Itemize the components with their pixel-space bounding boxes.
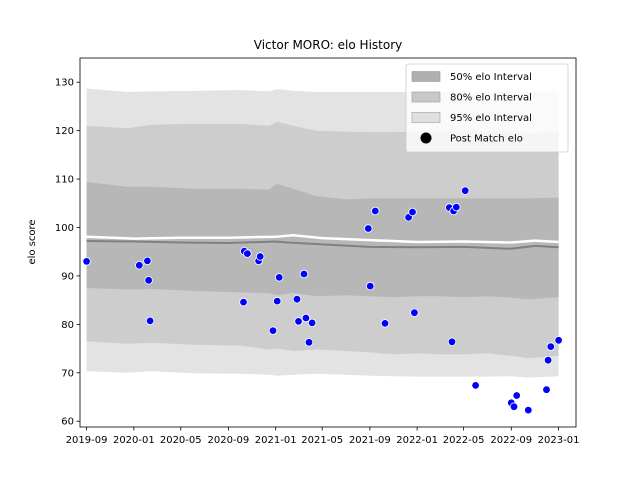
y-tick-label: 100 xyxy=(55,223,74,234)
legend-swatch xyxy=(411,91,441,103)
legend-swatch xyxy=(411,71,441,82)
post-match-elo-point xyxy=(410,308,419,317)
x-tick-label: 2020-01 xyxy=(113,435,155,446)
post-match-elo-point xyxy=(256,252,265,261)
x-axis: 2019-09 2020-01 2020-05 2020-09 2021-01 2021-… xyxy=(66,427,580,446)
post-match-elo-point xyxy=(268,326,278,335)
x-tick-label: 2022-01 xyxy=(396,435,438,446)
post-match-elo-point xyxy=(509,402,519,411)
x-tick-label: 2020-05 xyxy=(160,435,202,446)
post-match-elo-point xyxy=(294,317,303,326)
post-match-elo-point xyxy=(371,206,380,216)
x-tick-label: 2019-09 xyxy=(66,435,108,446)
legend-marker xyxy=(420,132,432,144)
post-match-points xyxy=(82,186,563,415)
post-match-elo-point xyxy=(447,337,457,346)
post-match-elo-point xyxy=(512,391,521,400)
x-tick-label: 2021-05 xyxy=(301,435,343,446)
mean-elo-line xyxy=(86,233,559,244)
post-match-elo-point xyxy=(471,381,480,390)
band-50-interval xyxy=(86,182,559,300)
post-match-elo-point xyxy=(307,318,317,328)
legend-label: 95% elo Interval xyxy=(450,113,532,124)
y-axis-label: elo score xyxy=(27,219,38,264)
post-match-elo-point xyxy=(243,249,252,258)
median-elo-line xyxy=(86,240,559,250)
post-match-elo-point xyxy=(542,385,551,394)
post-match-elo-point xyxy=(524,405,533,415)
x-tick-label: 2021-01 xyxy=(255,435,297,446)
post-match-elo-point xyxy=(145,316,155,326)
x-tick-label: 2021-09 xyxy=(349,435,391,446)
legend-label: 50% elo Interval xyxy=(450,72,532,83)
x-tick-label: 2020-09 xyxy=(208,435,250,446)
post-match-elo-point xyxy=(452,202,461,212)
post-match-elo-point xyxy=(144,276,153,285)
interval-bands xyxy=(86,88,559,378)
y-tick-label: 80 xyxy=(61,320,74,331)
y-tick-label: 90 xyxy=(61,271,74,282)
y-tick-label: 120 xyxy=(55,126,74,137)
y-axis: 60 70 80 90 100 110 120 130 xyxy=(55,78,80,428)
post-match-elo-point xyxy=(546,342,555,351)
post-match-elo-point xyxy=(366,281,375,291)
post-match-elo-point xyxy=(239,297,248,307)
post-match-elo-point xyxy=(554,336,563,345)
legend-box xyxy=(405,63,569,153)
post-match-elo-point xyxy=(408,207,417,217)
post-match-elo-point xyxy=(273,296,282,306)
post-match-elo-point xyxy=(380,319,390,328)
y-tick-label: 110 xyxy=(55,175,74,186)
y-tick-label: 60 xyxy=(61,417,74,428)
post-match-elo-point xyxy=(543,356,553,365)
post-match-elo-point xyxy=(299,269,309,279)
plot-frame xyxy=(79,57,577,428)
post-match-elo-point xyxy=(82,257,91,266)
legend-label: 80% elo Interval xyxy=(450,93,532,104)
post-match-elo-point xyxy=(292,295,302,304)
post-match-elo-point xyxy=(304,338,314,347)
y-tick-label: 130 xyxy=(55,78,74,89)
post-match-elo-point xyxy=(461,186,470,195)
chart-title: Victor MORO: elo History xyxy=(254,38,402,52)
post-match-elo-point xyxy=(143,256,152,266)
x-tick-label: 2023-01 xyxy=(538,435,580,446)
elo-lines xyxy=(86,233,559,250)
legend-label: Post Match elo xyxy=(450,134,523,145)
post-match-elo-point xyxy=(275,273,284,282)
legend-swatch xyxy=(411,112,441,123)
legend: 50% elo Interval 80% elo Interval 95% elo … xyxy=(405,63,569,153)
post-match-elo-point xyxy=(135,261,144,270)
y-tick-label: 70 xyxy=(61,368,74,379)
post-match-elo-point xyxy=(364,224,373,233)
x-tick-label: 2022-09 xyxy=(490,435,532,446)
x-tick-label: 2022-05 xyxy=(443,435,485,446)
post-match-elo-point xyxy=(301,313,311,323)
